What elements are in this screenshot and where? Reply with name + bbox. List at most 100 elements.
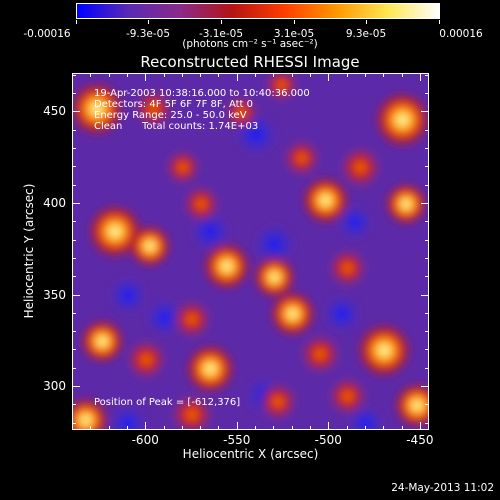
heatmap-source — [183, 342, 237, 396]
axis-tick — [425, 331, 429, 333]
axis-tick — [72, 148, 76, 150]
heatmap-source — [264, 74, 300, 103]
x-tick-label: -600 — [131, 433, 159, 447]
axis-tick — [421, 202, 429, 204]
axis-tick — [421, 294, 429, 296]
annotation-detectors: Detectors: 4F 5F 6F 7F 8F, Att 0 — [94, 99, 254, 110]
annotation-total-counts: Total counts: 1.74E+03 — [142, 121, 259, 132]
plot-area — [72, 73, 429, 430]
axis-tick — [310, 73, 311, 77]
axis-tick — [425, 221, 429, 223]
axis-tick — [72, 349, 76, 351]
axis-tick — [425, 276, 429, 278]
annotation-peak: Position of Peak = [-612,376] — [94, 397, 241, 408]
axis-tick — [108, 73, 110, 77]
axis-tick — [291, 73, 293, 77]
axis-tick — [72, 367, 76, 369]
axis-tick — [425, 312, 429, 314]
axis-tick — [425, 257, 429, 259]
axis-tick — [425, 74, 429, 76]
axis-tick — [72, 111, 80, 113]
axis-tick — [291, 426, 293, 430]
axis-tick — [425, 148, 429, 150]
axis-tick — [425, 422, 429, 424]
axis-tick — [425, 367, 429, 369]
heatmap-source — [372, 89, 428, 150]
axis-tick — [72, 386, 80, 388]
axis-tick — [72, 276, 76, 278]
y-tick-label: 450 — [43, 104, 66, 119]
axis-tick — [425, 129, 429, 131]
axis-tick — [72, 294, 80, 296]
axis-tick — [72, 422, 76, 424]
axis-tick — [255, 426, 257, 430]
axis-tick — [236, 73, 238, 81]
heatmap-source — [300, 174, 352, 226]
axis-tick — [72, 184, 76, 186]
axis-tick — [255, 73, 257, 77]
annotation-time-range: 19-Apr-2003 10:38:16.000 to 10:40:36.000 — [94, 88, 310, 99]
axis-tick — [425, 349, 429, 351]
axis-tick — [425, 239, 429, 241]
axis-tick — [328, 73, 330, 81]
heatmap-source — [170, 392, 214, 429]
colorbar-tick — [76, 20, 77, 24]
axis-tick — [421, 111, 429, 113]
axis-tick — [273, 73, 275, 77]
heatmap-source — [171, 299, 213, 340]
heatmap-source — [125, 338, 168, 381]
axis-tick — [90, 73, 92, 77]
axis-tick — [425, 93, 429, 95]
annotation-method: Clean — [94, 121, 123, 132]
axis-tick — [218, 426, 220, 430]
axis-tick — [364, 426, 366, 430]
heatmap-source — [355, 321, 414, 380]
colorbar-tick-label: 9.3e-05 — [345, 28, 387, 40]
x-axis-label: Heliocentric X (arcsec) — [182, 447, 319, 461]
heatmap-source — [133, 88, 174, 129]
axis-tick — [72, 221, 76, 223]
heatmap-minimum — [107, 403, 148, 429]
x-tick-label: -450 — [406, 433, 434, 447]
axis-tick — [72, 404, 76, 406]
colorbar-tick — [221, 20, 222, 24]
axis-tick — [163, 73, 165, 77]
axis-tick — [383, 73, 385, 77]
axis-tick — [72, 331, 76, 333]
axis-tick — [72, 202, 80, 204]
axis-tick — [419, 422, 421, 430]
axis-tick — [72, 129, 76, 131]
heatmap-image — [73, 74, 428, 429]
colorbar-tick-label: 3.1e-05 — [273, 28, 315, 40]
axis-tick — [72, 74, 76, 76]
colorbar-tick — [294, 20, 295, 24]
axis-tick — [126, 73, 128, 77]
colorbar-tick — [439, 20, 440, 24]
axis-tick — [72, 312, 76, 314]
heatmap-source — [201, 240, 253, 292]
heatmap-source — [282, 139, 322, 178]
heatmap-source — [251, 254, 298, 301]
axis-tick — [383, 426, 385, 430]
axis-tick — [425, 184, 429, 186]
colorbar-tick-label: -0.00016 — [23, 28, 71, 40]
heatmap-source — [338, 145, 383, 190]
axis-tick — [181, 73, 183, 77]
colorbar — [76, 3, 440, 19]
x-tick-label: -550 — [223, 433, 251, 447]
y-tick-label: 400 — [43, 195, 66, 210]
colorbar-tick-label: -3.1e-05 — [198, 28, 244, 40]
heatmap-source — [327, 247, 368, 289]
axis-tick — [328, 422, 330, 430]
x-tick-label: -500 — [314, 433, 342, 447]
axis-tick — [273, 426, 275, 430]
y-tick-label: 350 — [43, 287, 66, 302]
axis-tick — [421, 386, 429, 388]
axis-tick — [200, 426, 202, 430]
heatmap-source — [127, 223, 173, 269]
heatmap-source — [257, 381, 299, 422]
heatmap-source — [73, 79, 126, 138]
axis-tick — [401, 426, 403, 430]
heatmap-minimum — [252, 222, 297, 267]
colorbar-tick-label: -9.3e-05 — [125, 28, 171, 40]
